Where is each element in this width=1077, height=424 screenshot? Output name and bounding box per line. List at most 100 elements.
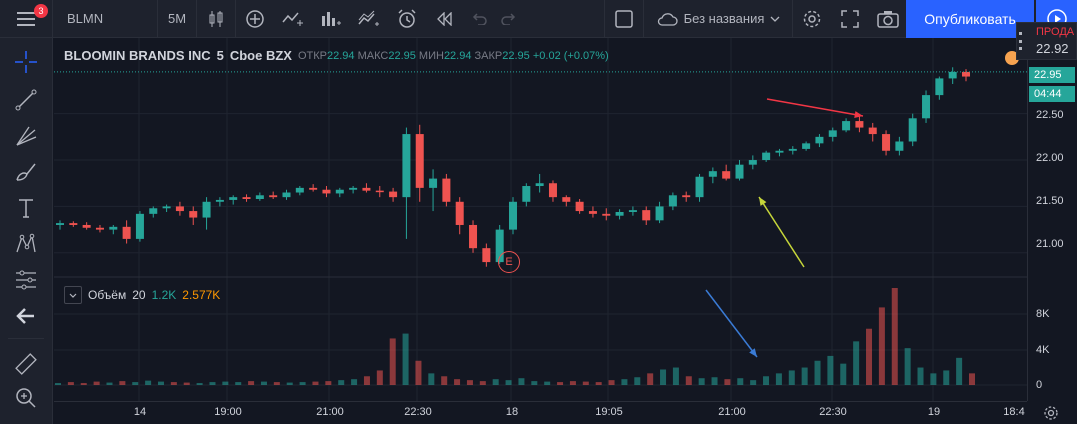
candle-body [535,183,544,187]
back-tool[interactable] [12,302,40,330]
settings-button[interactable] [793,0,831,38]
candle-body [415,134,424,188]
symbol-search-button[interactable]: BLMN [53,0,157,38]
symbol-legend: BLOOMIN BRANDS INC 5 Cboe BZX ОТКР22.94 … [64,48,609,63]
camera-icon [877,10,899,28]
snapshot-button[interactable] [869,0,907,38]
compare-button[interactable] [236,0,274,38]
candle-body [668,195,677,207]
axis-settings-button[interactable] [1040,402,1062,424]
volume-bar [325,381,332,385]
alert-button[interactable] [388,0,426,38]
sell-panel[interactable]: ПРОДА 22.92 [1016,22,1077,60]
time-tick: 21:00 [718,406,746,418]
candle-body [82,224,91,228]
volume-bar [788,370,795,385]
fullscreen-button[interactable] [831,0,869,38]
redo-button[interactable] [494,0,524,38]
volume-bar [415,360,422,385]
text-tool[interactable] [12,194,40,222]
price-tick: 22.50 [1036,109,1064,121]
high-value: 22.95 [388,49,416,62]
candle-body [708,171,717,177]
volume-bar [737,378,744,385]
candle-body [828,130,837,137]
volume-bar [106,382,113,385]
templates-button[interactable] [312,0,350,38]
volume-bar [518,378,525,385]
crosshair-tool[interactable] [12,48,40,76]
volume-bar [196,383,203,385]
measure-tool[interactable] [12,350,40,378]
candle-body [762,152,771,161]
collapse-button[interactable] [64,286,82,304]
brush-tool[interactable] [12,158,40,186]
drawing-toolbar [0,38,53,424]
trend-line-tool[interactable] [12,86,40,114]
volume-bar [170,382,177,385]
volume-bar [363,376,370,385]
volume-bar [595,382,602,385]
chart-type-button[interactable] [197,0,235,38]
red-annotation-arrow[interactable] [766,98,864,119]
open-value: 22.94 [327,49,355,62]
redo-icon [501,12,516,25]
volume-bar [235,382,242,385]
replay-button[interactable] [426,0,464,38]
volume-bar [454,379,461,385]
layout-menu-button[interactable]: Без названия [644,0,792,38]
blue-annotation-arrow[interactable] [705,289,758,358]
volume-period: 20 [132,288,146,302]
volume-bar [466,380,473,385]
time-tick: 22:30 [819,406,847,418]
volume-bar [608,380,615,385]
price-chart[interactable] [54,38,1027,401]
price-axis[interactable]: 22.50 22.00 21.50 21.00 8K 4K 0 [1027,38,1077,401]
candle-body [868,127,877,135]
interval-button[interactable]: 5M [158,0,196,38]
publish-button[interactable]: Опубликовать [906,0,1034,38]
candle-body [309,187,318,190]
indicators-button[interactable] [274,0,312,38]
candle-body [815,136,824,144]
fullscreen-layout-button[interactable] [605,0,643,38]
volume-bar [801,367,808,385]
yellow-annotation-arrow[interactable] [758,196,805,268]
volume-bar [685,376,692,385]
candle-body [642,210,651,221]
gear-icon [1044,406,1058,420]
volume-ma-value: 2.577K [182,288,221,302]
menu-button[interactable]: 3 [0,0,52,38]
candle-body [402,134,411,198]
notification-badge: 3 [34,3,48,18]
time-axis[interactable]: 14 19:00 21:00 22:30 18 19:05 21:00 22:3… [54,401,1027,424]
volume-bar [956,357,963,385]
drag-handle[interactable] [1019,32,1027,50]
fib-tool[interactable] [12,122,40,150]
earnings-marker[interactable]: E [498,251,520,273]
candle-body [495,229,504,263]
candle-body [122,226,131,239]
prediction-tool[interactable] [12,266,40,294]
candle-body [109,226,118,230]
change-value: +0.02 (+0.07%) [532,49,609,62]
candle-body [229,197,238,200]
pattern-tool[interactable] [12,230,40,258]
volume-tick: 0 [1036,379,1043,391]
candle-body [655,206,664,221]
volume-bar [312,381,319,385]
candle-body [735,164,744,179]
candle-body [509,201,517,230]
candle-body [215,199,224,202]
undo-button[interactable] [464,0,494,38]
crosshair-icon [15,51,37,73]
zoom-tool[interactable] [12,384,40,412]
candle-body [162,206,171,209]
time-tick: 19:00 [214,406,242,418]
strategy-button[interactable] [350,0,388,38]
rewind-icon [437,11,452,26]
candle-body [602,213,611,216]
symbol-interval: 5 [216,48,224,63]
hamburger-icon [17,11,35,26]
volume-bar [930,373,937,385]
